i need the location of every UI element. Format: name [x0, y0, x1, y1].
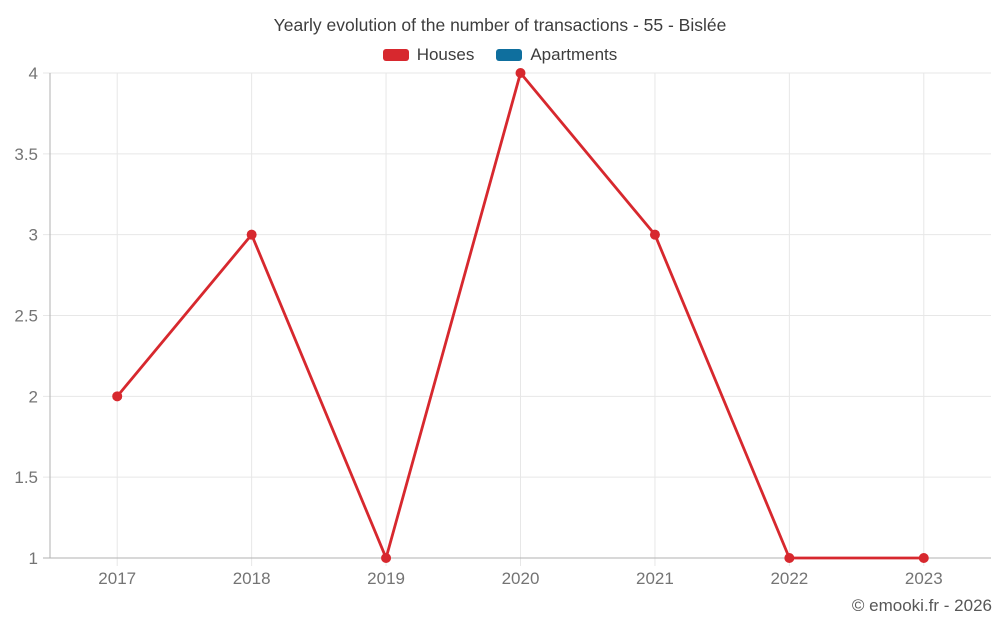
- legend-item-houses[interactable]: Houses: [382, 45, 475, 65]
- data-point-houses-2021[interactable]: [649, 229, 660, 240]
- legend-label: Apartments: [530, 45, 618, 64]
- x-tick-label: 2021: [636, 569, 674, 588]
- data-point-houses-2020[interactable]: [515, 68, 526, 78]
- y-tick-label: 2: [29, 387, 38, 406]
- data-point-houses-2022[interactable]: [784, 553, 795, 563]
- x-tick-label: 2020: [502, 569, 540, 588]
- legend-swatch-icon: [496, 49, 523, 61]
- legend: Houses Apartments: [0, 45, 1000, 65]
- legend-item-apartments[interactable]: Apartments: [496, 45, 617, 65]
- y-tick-label: 1: [29, 549, 38, 568]
- x-tick-label: 2019: [367, 569, 405, 588]
- legend-label: Houses: [416, 45, 475, 64]
- data-point-houses-2018[interactable]: [246, 229, 257, 240]
- chart-title: Yearly evolution of the number of transa…: [273, 15, 727, 35]
- legend-swatch-icon: [382, 49, 409, 61]
- x-tick-label: 2017: [98, 569, 136, 588]
- y-tick-label: 2.5: [14, 307, 38, 326]
- copyright-credit: © emooki.fr - 2026: [851, 596, 992, 615]
- y-tick-label: 1.5: [14, 468, 38, 487]
- data-point-houses-2019[interactable]: [381, 553, 392, 563]
- x-tick-label: 2018: [233, 569, 271, 588]
- y-tick-label: 3: [29, 226, 38, 245]
- y-tick-label: 3.5: [14, 145, 38, 164]
- x-tick-label: 2023: [905, 569, 943, 588]
- y-tick-label: 4: [29, 64, 38, 83]
- x-tick-label: 2022: [770, 569, 808, 588]
- data-point-houses-2023[interactable]: [918, 553, 929, 563]
- data-point-houses-2017[interactable]: [112, 391, 123, 402]
